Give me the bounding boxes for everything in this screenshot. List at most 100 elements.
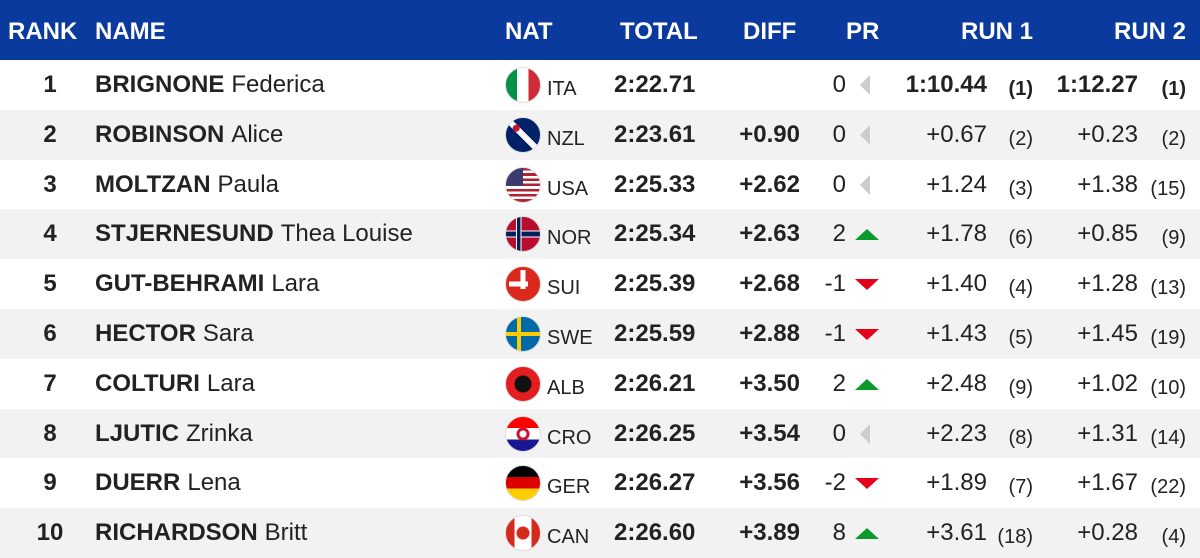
total-time: 2:25.39 xyxy=(614,270,696,298)
nation: GER xyxy=(547,476,591,499)
change-arrow xyxy=(855,478,879,490)
run2-rank: (15) xyxy=(1150,177,1186,200)
total-time: 2:23.61 xyxy=(614,120,696,148)
run1-rank: (3) xyxy=(1008,177,1033,200)
run2-rank: (9) xyxy=(1161,227,1186,250)
difference: +0.90 xyxy=(739,120,800,148)
surname: HECTOR xyxy=(95,320,196,347)
flag-icon xyxy=(505,415,541,452)
table-row: 3 MOLTZAN Paula USA 2:25.33 +2.62 0 +1.24 (3) +1.… xyxy=(0,159,1200,210)
run2-time: +1.67 xyxy=(1077,469,1138,497)
run2-rank: (10) xyxy=(1150,376,1186,399)
rank: 9 xyxy=(43,469,57,497)
position-change: 2 xyxy=(832,220,846,248)
surname: COLTURI xyxy=(95,369,200,397)
run1-time: +1.40 xyxy=(926,270,987,298)
nation: ITA xyxy=(547,78,577,100)
table-row: 1 BRIGNONE Federica ITA 2:22.71 0 1:10.44 (1) 1:… xyxy=(0,60,1200,110)
column-header: RUN 2 xyxy=(1113,18,1186,45)
first-name: Federica xyxy=(231,71,325,98)
table-row: 8 LJUTIC Zrinka CRO 2:26.25 +3.54 0 +2.23 (8) +1.… xyxy=(0,408,1200,459)
run1-rank: (9) xyxy=(1008,376,1033,399)
table-row: 7 COLTURI Lara ALB 2:26.21 +3.50 2 +2.48 (9) +1.0… xyxy=(0,358,1200,409)
rank: 10 xyxy=(36,519,64,547)
rank: 6 xyxy=(43,320,57,347)
surname: ROBINSON xyxy=(95,120,225,148)
run1-time: +2.48 xyxy=(926,369,987,397)
change-arrow xyxy=(855,528,879,540)
run1-rank: (7) xyxy=(1008,476,1033,499)
table-header: RANK NAME NAT TOTAL DIFF PR RUN 1 RUN 2 xyxy=(0,0,1200,60)
nation: NOR xyxy=(547,227,592,250)
first-name: Sara xyxy=(202,320,254,347)
difference: +2.68 xyxy=(739,270,800,298)
table-row: 2 ROBINSON Alice NZL 2:23.61 +0.90 0 +0.67 (2) +0… xyxy=(0,109,1200,160)
run1-time: +1.78 xyxy=(926,220,987,248)
change-arrow xyxy=(855,229,879,241)
rank: 1 xyxy=(43,71,57,98)
column-header: NAT xyxy=(505,18,553,45)
position-change: 0 xyxy=(832,120,846,148)
change-arrow xyxy=(860,75,870,95)
first-name: Lara xyxy=(271,270,320,298)
column-header: RANK xyxy=(8,18,78,45)
change-arrow xyxy=(855,329,879,340)
run2-time: +0.85 xyxy=(1077,220,1138,248)
column-header: DIFF xyxy=(743,18,797,45)
difference: +3.50 xyxy=(739,369,800,397)
run2-rank: (13) xyxy=(1150,277,1186,300)
run1-time: +1.43 xyxy=(926,320,987,347)
run1-time: +0.67 xyxy=(926,120,987,148)
nation: USA xyxy=(547,177,589,200)
change-arrow xyxy=(860,174,870,195)
nation: CAN xyxy=(547,526,590,549)
surname: STJERNESUND xyxy=(95,220,274,248)
flag-icon xyxy=(505,515,541,552)
position-change: 0 xyxy=(832,419,846,447)
run2-time: +1.28 xyxy=(1077,270,1138,298)
run1-rank: (18) xyxy=(997,526,1033,549)
surname: BRIGNONE xyxy=(95,71,225,98)
first-name: Britt xyxy=(264,519,308,547)
run2-rank: (4) xyxy=(1161,526,1186,549)
nation: SUI xyxy=(547,277,581,300)
run2-time: +1.45 xyxy=(1077,320,1138,347)
column-header: PR xyxy=(846,18,880,45)
column-header: TOTAL xyxy=(620,18,698,45)
position-change: 0 xyxy=(832,71,846,98)
table-row: 4 STJERNESUND Thea Louise NOR 2:25.34 +2.63 2 +… xyxy=(0,209,1200,260)
change-arrow xyxy=(855,279,879,291)
position-change: -1 xyxy=(824,320,846,347)
surname: DUERR xyxy=(95,469,181,497)
flag-icon xyxy=(505,166,541,203)
surname: MOLTZAN xyxy=(95,170,211,198)
difference: +2.63 xyxy=(739,220,800,248)
run2-rank: (19) xyxy=(1150,327,1186,349)
run1-time: +3.61 xyxy=(926,519,987,547)
first-name: Lena xyxy=(187,469,241,497)
run2-time: +1.31 xyxy=(1077,419,1138,447)
position-change: -1 xyxy=(824,270,846,298)
run1-rank: (6) xyxy=(1008,227,1033,250)
run2-rank: (22) xyxy=(1150,476,1186,499)
nation: SWE xyxy=(547,327,593,349)
flag-icon xyxy=(505,316,541,352)
total-time: 2:25.34 xyxy=(614,220,696,248)
table-row: 9 DUERR Lena GER 2:26.27 +3.56 -2 +1.89 (7) +1.67… xyxy=(0,458,1200,509)
position-change: 8 xyxy=(832,519,846,547)
difference: +3.89 xyxy=(739,519,800,547)
first-name: Thea Louise xyxy=(280,220,413,248)
run2-time: +1.38 xyxy=(1077,170,1138,198)
flag-icon xyxy=(505,116,541,153)
rank: 4 xyxy=(43,220,57,248)
flag-icon xyxy=(505,67,541,103)
total-time: 2:26.60 xyxy=(614,519,696,547)
nation: NZL xyxy=(547,127,585,150)
run2-rank: (14) xyxy=(1150,426,1186,449)
difference: +2.88 xyxy=(739,320,800,347)
flag-icon xyxy=(505,266,541,303)
surname: RICHARDSON xyxy=(95,519,258,547)
total-time: 2:25.59 xyxy=(614,320,696,347)
run2-rank: (1) xyxy=(1161,78,1186,100)
column-header: NAME xyxy=(95,18,166,45)
